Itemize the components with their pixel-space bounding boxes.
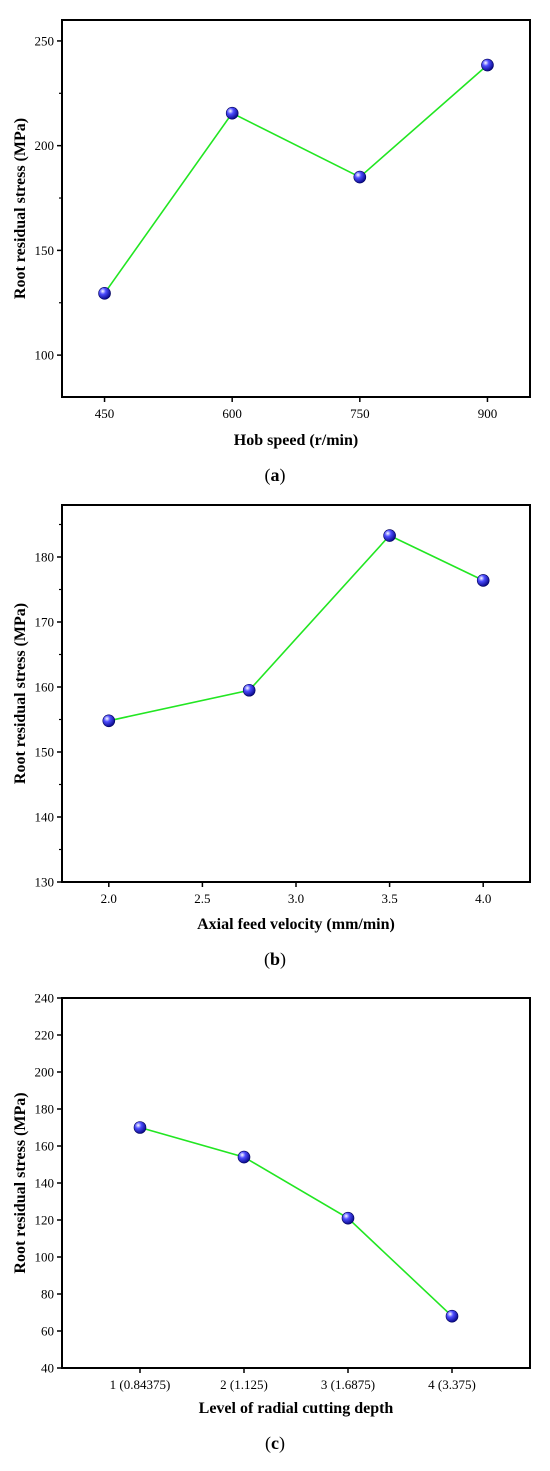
y-tick-label: 100	[35, 348, 55, 363]
y-tick-label: 130	[35, 875, 55, 890]
y-axis-label: Root residual stress (MPa)	[12, 603, 29, 784]
data-point	[481, 58, 494, 72]
y-axis-label: Root residual stress (MPa)	[12, 1092, 29, 1273]
y-tick-label: 40	[41, 1361, 54, 1376]
y-tick-label: 160	[35, 680, 55, 695]
x-tick-label: 1 (0.84375)	[110, 1377, 171, 1392]
y-tick-label: 60	[41, 1324, 54, 1339]
data-point	[133, 1121, 147, 1134]
series-line	[103, 64, 489, 294]
x-axis-label: Axial feed velocity (mm/min)	[197, 916, 395, 933]
plot-frame	[61, 19, 531, 398]
data-point	[98, 287, 111, 300]
x-axis-label: Hob speed (r/min)	[234, 432, 358, 449]
y-tick-label: 220	[35, 1028, 55, 1043]
x-tick-label: 2.0	[101, 891, 117, 906]
x-tick-label: 3 (1.6875)	[321, 1377, 375, 1392]
y-tick-label: 160	[35, 1139, 55, 1154]
y-tick-label: 170	[35, 615, 55, 630]
chart-panel-b: 130 140 150 160 170 180 2.0 2.5 3.0 3.5 4.0 Axial f…	[12, 504, 531, 970]
y-tick-label: 150	[35, 243, 55, 258]
data-point	[353, 170, 367, 184]
y-tick-label: 240	[35, 991, 55, 1006]
caption-letter: b	[270, 949, 280, 969]
chart-panel-c: 40 60 80 100 120 140 160 180 200 220 240 1 (0.84375…	[12, 991, 531, 1454]
data-point	[237, 1150, 251, 1164]
x-tick-label: 3.5	[381, 891, 397, 906]
panel-caption: (c)	[265, 1433, 285, 1454]
data-point	[242, 683, 256, 697]
y-tick-label: 180	[35, 550, 55, 565]
y-tick-label: 200	[35, 1065, 55, 1080]
x-tick-label: 2 (1.125)	[220, 1377, 268, 1392]
y-tick-label: 180	[35, 1102, 55, 1117]
y-tick-label: 200	[35, 138, 55, 153]
caption-letter: a	[271, 465, 280, 485]
x-axis-label: Level of radial cutting depth	[199, 1400, 394, 1417]
data-point	[383, 529, 396, 542]
y-tick-label: 140	[35, 1176, 55, 1191]
y-tick-label: 140	[35, 810, 55, 825]
x-tick-label: 3.0	[288, 891, 304, 906]
caption-letter: c	[271, 1433, 279, 1453]
y-axis-label: Root residual stress (MPa)	[12, 118, 29, 299]
chart-panel-a: 100 150 200 250 450 600 750 900 Hob speed (r/min…	[12, 19, 531, 486]
x-tick-label: 900	[478, 406, 498, 421]
panel-caption: (b)	[264, 949, 286, 970]
x-tick-label: 4 (3.375)	[428, 1377, 476, 1392]
x-tick-label: 2.5	[194, 891, 210, 906]
data-point	[476, 574, 490, 587]
series-line	[108, 534, 484, 722]
data-point	[225, 106, 239, 120]
caption-open: (	[265, 465, 271, 486]
plot-frame	[61, 997, 531, 1369]
panel-caption: (a)	[265, 465, 286, 486]
x-tick-label: 600	[222, 406, 242, 421]
x-tick-label: 450	[95, 406, 115, 421]
y-tick-label: 120	[35, 1213, 55, 1228]
y-tick-label: 250	[35, 33, 55, 48]
caption-close: )	[280, 465, 286, 486]
x-tick-label: 750	[350, 406, 370, 421]
data-point	[445, 1309, 459, 1323]
y-tick-label: 80	[41, 1287, 54, 1302]
y-tick-label: 150	[35, 745, 55, 760]
caption-close: )	[280, 949, 286, 970]
caption-close: )	[279, 1433, 285, 1454]
series-line	[139, 1126, 453, 1317]
data-point	[341, 1211, 355, 1225]
y-tick-label: 100	[35, 1250, 55, 1265]
plot-frame	[61, 504, 531, 883]
data-point	[102, 714, 116, 728]
x-tick-label: 4.0	[475, 891, 491, 906]
caption-open: (	[265, 1433, 271, 1454]
caption-open: (	[264, 949, 270, 970]
